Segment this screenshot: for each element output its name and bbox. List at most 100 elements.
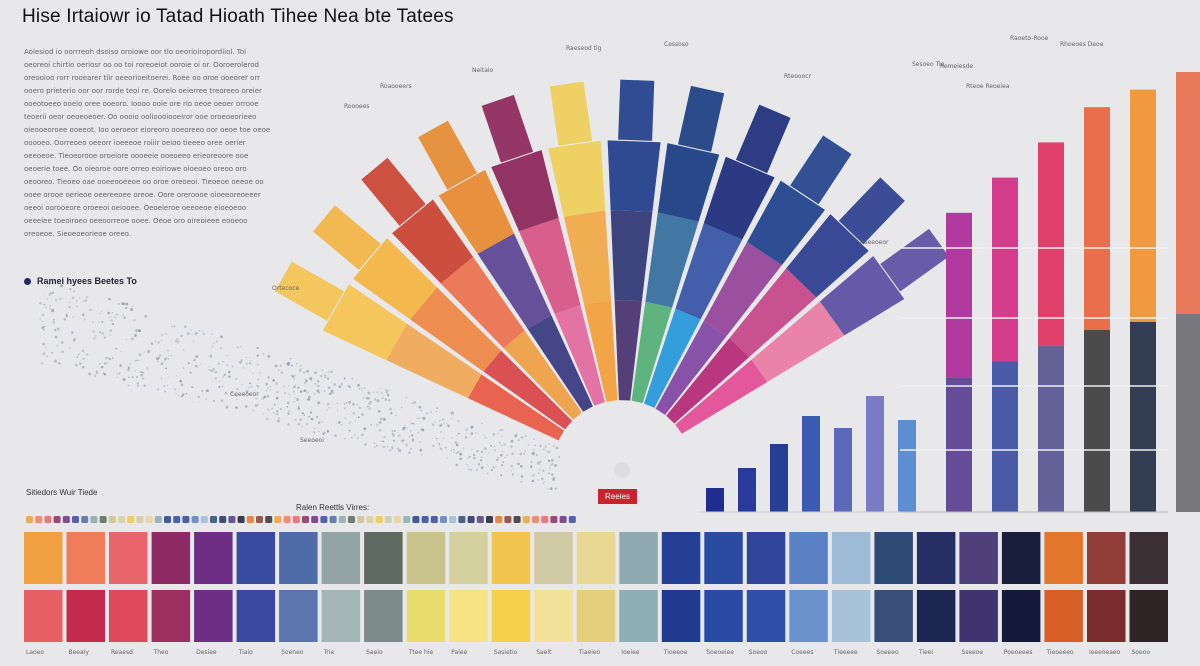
dot-mark bbox=[377, 410, 381, 413]
dot-mark bbox=[316, 384, 319, 387]
small-bar bbox=[834, 428, 852, 512]
swatch-caption: Soeneo bbox=[281, 649, 304, 656]
dot-mark bbox=[158, 353, 162, 357]
dot-mark bbox=[125, 302, 129, 306]
dot-mark bbox=[180, 383, 184, 387]
dot-mark bbox=[382, 440, 385, 443]
dot-mark bbox=[288, 393, 291, 396]
swatch-cell bbox=[874, 590, 913, 642]
dot-mark bbox=[464, 436, 468, 439]
dot-mark bbox=[160, 339, 163, 342]
dot-mark bbox=[99, 331, 102, 334]
dot-mark bbox=[476, 468, 478, 471]
palette-chip bbox=[476, 516, 484, 523]
right-bar-bottom bbox=[1130, 321, 1156, 512]
dot-mark bbox=[457, 420, 460, 422]
palette-chip bbox=[81, 516, 89, 523]
dot-mark bbox=[511, 452, 514, 456]
swatch-cell bbox=[619, 590, 658, 642]
swatch-caption: Tieoeeeo bbox=[1045, 649, 1074, 656]
fan-segment bbox=[610, 210, 653, 302]
swatch-cell bbox=[24, 532, 63, 584]
dot-mark bbox=[88, 308, 92, 312]
dot-mark bbox=[462, 447, 465, 450]
swatch-cell bbox=[66, 590, 105, 642]
dot-mark bbox=[265, 417, 269, 421]
dot-mark bbox=[198, 330, 201, 332]
dot-mark bbox=[425, 411, 429, 415]
swatch-caption: Tleeeee bbox=[833, 649, 858, 656]
dot-mark bbox=[256, 385, 260, 388]
legend-entry: Ramei hyees Beetes To bbox=[24, 276, 137, 286]
dot-mark bbox=[450, 418, 452, 420]
swatch-cell bbox=[534, 532, 573, 584]
dot-mark bbox=[78, 296, 81, 299]
fan-label: Cessoso bbox=[664, 41, 689, 48]
dot-mark bbox=[458, 432, 460, 435]
dot-mark bbox=[185, 392, 188, 395]
dot-mark bbox=[447, 424, 450, 427]
dot-mark bbox=[92, 321, 94, 323]
dot-mark bbox=[517, 462, 520, 466]
dot-mark bbox=[208, 369, 210, 371]
dot-mark bbox=[261, 397, 265, 400]
dot-mark bbox=[72, 316, 75, 318]
dot-mark bbox=[439, 424, 442, 427]
dot-mark bbox=[209, 369, 212, 371]
dot-mark bbox=[450, 449, 453, 452]
dot-mark bbox=[262, 413, 265, 415]
swatch-cell bbox=[704, 590, 743, 642]
dot-mark bbox=[45, 346, 47, 349]
dot-mark bbox=[510, 470, 512, 472]
dot-mark bbox=[483, 434, 485, 437]
dot-mark bbox=[213, 342, 215, 345]
dot-mark bbox=[52, 321, 56, 324]
dot-mark bbox=[43, 303, 46, 306]
dot-mark bbox=[361, 387, 363, 389]
swatch-caption: Laoeo bbox=[26, 649, 44, 656]
dot-mark bbox=[127, 384, 130, 387]
swatch-caption: Soeeeo bbox=[876, 649, 899, 656]
palette-chip bbox=[366, 516, 374, 523]
dot-mark bbox=[171, 355, 173, 357]
swatch-caption: Tieei bbox=[918, 649, 934, 656]
dot-mark bbox=[542, 482, 545, 485]
dot-mark bbox=[345, 401, 348, 404]
swatch-cell bbox=[279, 532, 318, 584]
dot-mark bbox=[338, 385, 342, 389]
dot-mark bbox=[477, 462, 481, 466]
dot-mark bbox=[94, 334, 97, 337]
dot-mark bbox=[275, 396, 279, 400]
dot-mark bbox=[501, 450, 504, 453]
fan-tab bbox=[880, 228, 949, 292]
dot-mark bbox=[453, 451, 455, 453]
right-bar-bottom bbox=[946, 377, 972, 512]
dot-mark bbox=[160, 377, 163, 380]
right-bar-bottom bbox=[1084, 329, 1110, 512]
palette-chip bbox=[265, 516, 273, 523]
dot-mark bbox=[71, 296, 75, 300]
palette-chip bbox=[164, 516, 171, 523]
page-title: Hise Irtaiowr io Tatad Hioath Tihee Nea … bbox=[22, 6, 454, 27]
dot-mark bbox=[328, 407, 331, 409]
fan-segment bbox=[322, 284, 408, 361]
dot-mark bbox=[531, 480, 534, 482]
dot-mark bbox=[293, 378, 295, 380]
dot-mark bbox=[443, 422, 445, 425]
dot-mark bbox=[225, 405, 229, 409]
dot-mark bbox=[344, 407, 346, 409]
dot-mark bbox=[51, 352, 53, 354]
legend-dot-icon bbox=[24, 278, 31, 285]
dot-mark bbox=[286, 405, 289, 408]
dot-mark bbox=[46, 298, 48, 301]
dot-mark bbox=[244, 405, 248, 408]
dot-mark bbox=[550, 458, 554, 462]
dot-mark bbox=[450, 413, 453, 416]
dot-mark bbox=[297, 386, 300, 389]
dot-mark bbox=[82, 366, 85, 369]
dot-mark bbox=[60, 284, 63, 288]
palette-chip bbox=[127, 516, 135, 523]
dot-mark bbox=[43, 292, 45, 295]
swatch-cell bbox=[66, 532, 105, 584]
dot-mark bbox=[470, 425, 474, 429]
